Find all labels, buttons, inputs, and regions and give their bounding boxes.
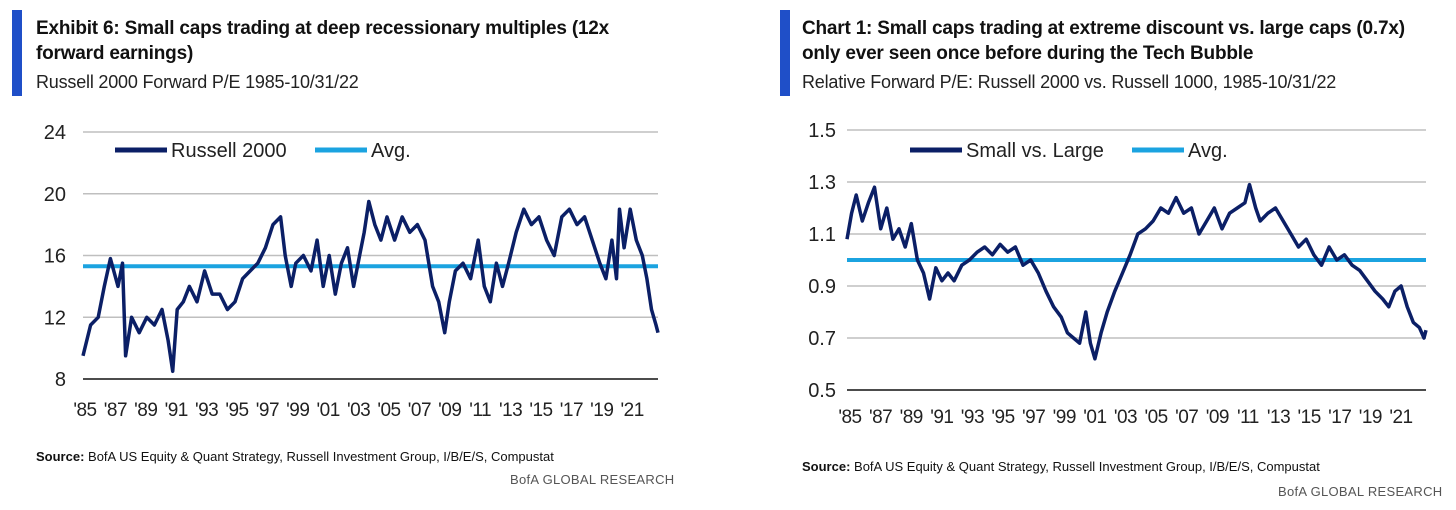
panel-left-chart: Exhibit 6: Small caps trading at deep re… [0,0,700,510]
brand-footer: BofA GLOBAL RESEARCH [1278,484,1443,499]
source-note: Source: BofA US Equity & Quant Strategy,… [36,449,554,464]
x-tick-label: '03 [1114,407,1137,428]
legend-label-series: Small vs. Large [966,140,1104,162]
legend-label-average: Avg. [1188,140,1228,162]
x-tick-label: '15 [1298,407,1321,428]
x-tick-label: '97 [1022,407,1045,428]
x-tick-label: '89 [900,407,923,428]
x-tick-label: '93 [195,400,218,420]
x-tick-label: '03 [347,400,370,420]
y-tick-label: 12 [44,307,66,329]
x-tick-label: '99 [286,400,309,420]
y-tick-label: 24 [44,122,66,144]
x-tick-label: '15 [529,400,552,420]
title-accent-bar [12,10,22,96]
source-text: BofA US Equity & Quant Strategy, Russell… [88,449,554,464]
y-tick-label: 1.3 [808,172,836,194]
x-tick-label: '87 [104,400,127,420]
x-tick-label: '17 [560,400,583,420]
panel-right-chart: Chart 1: Small caps trading at extreme d… [770,0,1456,510]
chart-subtitle: Relative Forward P/E: Russell 2000 vs. R… [802,72,1337,92]
x-tick-label: '17 [1328,407,1351,428]
x-tick-label: '07 [1175,407,1198,428]
source-note: Source: BofA US Equity & Quant Strategy,… [802,459,1320,474]
x-tick-label: '91 [930,407,953,428]
x-tick-label: '97 [256,400,279,420]
x-tick-label: '11 [469,400,491,420]
chart-title: Chart 1: Small caps trading at extreme d… [802,18,1405,64]
x-tick-label: '85 [838,407,861,428]
legend: Small vs. Large Avg. [910,140,1228,162]
title-accent-bar [780,10,790,96]
series-line [845,182,1428,361]
x-tick-label: '11 [1237,407,1259,428]
y-tick-label: 0.7 [808,328,836,350]
line-chart-svg: 0.5 0.7 0.9 1.1 1.3 1.5 '85 '87 '89 '91 '93 '95 '97 '… [808,120,1428,428]
x-tick-label: '19 [590,400,613,420]
x-tick-label: '93 [961,407,984,428]
x-tick-label: '09 [438,400,461,420]
legend-label-average: Avg. [371,140,411,162]
y-tick-label: 20 [44,184,66,206]
line-chart-svg: 8 12 16 20 24 '85 '87 '89 '91 '93 '95 '97 '99 '01 '03 '… [44,122,660,420]
x-tick-label: '13 [1267,407,1290,428]
x-tick-label: '85 [73,400,96,420]
y-tick-label: 0.9 [808,276,836,298]
x-tick-label: '09 [1206,407,1229,428]
y-tick-label: 8 [55,369,66,391]
x-tick-label: '95 [991,407,1014,428]
y-tick-label: 0.5 [808,380,836,402]
x-tick-label: '01 [317,400,340,420]
x-tick-label: '05 [377,400,400,420]
x-tick-label: '21 [1389,407,1412,428]
x-tick-label: '89 [134,400,157,420]
x-tick-label: '21 [621,400,644,420]
x-tick-label: '01 [1083,407,1106,428]
x-tick-label: '05 [1144,407,1167,428]
source-text: BofA US Equity & Quant Strategy, Russell… [854,459,1320,474]
source-label: Source: [802,459,851,474]
x-tick-label: '95 [225,400,248,420]
y-tick-label: 1.1 [808,224,836,246]
x-tick-label: '19 [1359,407,1382,428]
x-tick-label: '13 [499,400,522,420]
legend-label-series: Russell 2000 [171,140,287,162]
chart-title: Exhibit 6: Small caps trading at deep re… [36,18,610,64]
brand-footer: BofA GLOBAL RESEARCH [510,472,675,487]
x-tick-label: '87 [869,407,892,428]
y-tick-label: 16 [44,246,66,268]
legend: Russell 2000 Avg. [115,140,411,162]
x-tick-label: '07 [408,400,431,420]
x-tick-label: '99 [1053,407,1076,428]
chart-subtitle: Russell 2000 Forward P/E 1985-10/31/22 [36,72,359,92]
source-label: Source: [36,449,85,464]
y-tick-label: 1.5 [808,120,836,142]
x-tick-label: '91 [165,400,188,420]
series-line [81,199,660,374]
